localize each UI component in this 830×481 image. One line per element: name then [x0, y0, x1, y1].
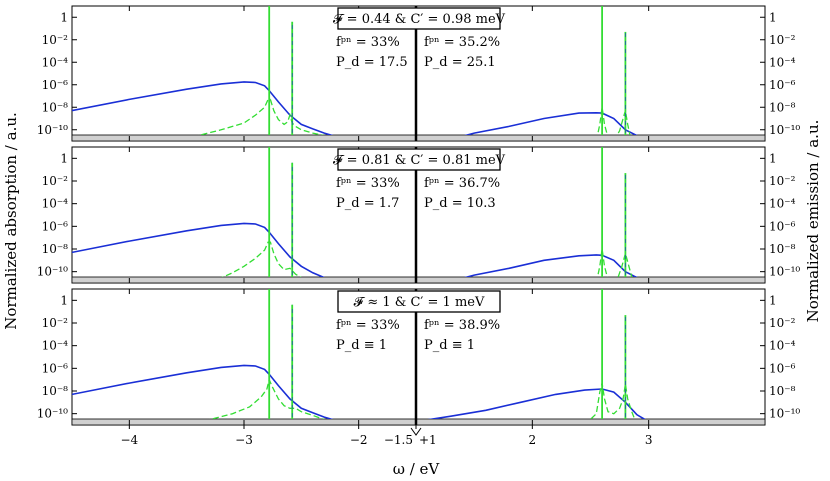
y-tick-label-left: 1	[60, 10, 68, 24]
y-tick-label-left: 10⁻¹⁰	[37, 265, 68, 279]
y-tick-label-right: 10⁻²	[769, 174, 796, 188]
title-frame	[337, 148, 501, 171]
x-tick-label: −2	[350, 433, 368, 447]
panel-3: 1 1 10⁻² 10⁻² 10⁻⁴ 10⁻⁴ 10⁻⁶ 10⁻⁶ 10⁻⁸ 10⁻⁸ 10⁻¹⁰ 1…	[37, 288, 800, 426]
y-tick-label-right: 10⁻⁸	[769, 384, 796, 398]
y-tick-label-right: 10⁻⁴	[769, 339, 796, 353]
y-tick-label-right: 10⁻¹⁰	[769, 407, 800, 421]
panel-title: 𝓕 = 0.44 & C′ = 0.98 meV	[333, 12, 506, 27]
series-emission-dashed	[589, 382, 636, 419]
x-axis-label: ω / eV	[393, 460, 441, 478]
emission-pd: P_d = 10.3	[424, 196, 496, 211]
y-tick-label-left: 10⁻⁴	[42, 55, 69, 69]
x-tick-label: 3	[645, 433, 653, 447]
absorption-fpn: fᵖⁿ = 33%	[336, 176, 400, 191]
axis-break-marker	[410, 427, 422, 436]
y-tick-label-left: 10⁻²	[42, 33, 69, 47]
y-tick-label-right: 10⁻¹⁰	[769, 265, 800, 279]
x-tick-label: −4	[120, 433, 138, 447]
panels: 1 1 10⁻² 10⁻² 10⁻⁴ 10⁻⁴ 10⁻⁶ 10⁻⁶ 10⁻⁸ 10⁻⁸ 10⁻¹⁰ 1…	[37, 5, 800, 426]
emission-fpn: fᵖⁿ = 36.7%	[424, 176, 500, 191]
y-tick-label-left: 10⁻⁶	[42, 219, 69, 233]
plot-area	[72, 6, 638, 135]
absorption-fpn: fᵖⁿ = 33%	[336, 318, 400, 333]
y-tick-label-left: 10⁻⁴	[42, 197, 69, 211]
baseline-band	[71, 418, 766, 426]
y-tick-label-right: 10⁻²	[769, 316, 796, 330]
y-tick-label-left: 10⁻¹⁰	[37, 407, 68, 421]
absorption-fpn: fᵖⁿ = 33%	[336, 35, 400, 50]
absorption-pd: P_d = 17.5	[336, 55, 408, 70]
series-emission-dashed	[596, 248, 633, 277]
emission-fpn: fᵖⁿ = 35.2%	[424, 35, 500, 50]
x-axis: −4 −3 −2 −1.5 +1 2 3	[120, 425, 652, 447]
y-tick-label-right: 10⁻⁴	[769, 197, 796, 211]
y-tick-label-right: 10⁻⁸	[769, 100, 796, 114]
y-tick-label-left: 10⁻²	[42, 174, 69, 188]
baseline-band	[71, 134, 766, 142]
y-axis-label-left: Normalized absorption / a.u.	[2, 112, 20, 330]
y-tick-label-right: 10⁻⁶	[769, 219, 796, 233]
y-tick-label-left: 10⁻⁸	[42, 242, 69, 256]
y-tick-label-right: 10⁻⁶	[769, 78, 796, 92]
x-tick-label: −1.5	[384, 433, 413, 447]
y-tick-label-left: 10⁻¹⁰	[37, 123, 68, 137]
panel-title: 𝓕 ≈ 1 & C′ = 1 meV	[354, 295, 485, 310]
y-tick-label-right: 10⁻²	[769, 33, 796, 47]
panel-title-box: 𝓕 ≈ 1 & C′ = 1 meV	[337, 290, 501, 313]
baseline-band	[71, 276, 766, 284]
series-absorption-dashed	[197, 98, 325, 135]
panel-2: 1 1 10⁻² 10⁻² 10⁻⁴ 10⁻⁴ 10⁻⁶ 10⁻⁶ 10⁻⁸ 10⁻⁸ 10⁻¹⁰ 1…	[37, 146, 800, 284]
y-tick-label-right: 10⁻¹⁰	[769, 123, 800, 137]
x-tick-label: 2	[529, 433, 537, 447]
plot-area	[72, 147, 638, 277]
panel-1: 1 1 10⁻² 10⁻² 10⁻⁴ 10⁻⁴ 10⁻⁶ 10⁻⁶ 10⁻⁸ 10⁻⁸ 10⁻¹⁰ 1…	[37, 5, 800, 142]
title-frame	[337, 290, 501, 313]
series-emission-solid	[464, 254, 638, 277]
y-tick-label-right: 1	[769, 151, 777, 165]
emission-pd: P_d ≡ 1	[424, 338, 475, 353]
y-tick-label-right: 10⁻⁸	[769, 242, 796, 256]
y-tick-label-right: 1	[769, 10, 777, 24]
y-tick-label-left: 10⁻⁶	[42, 361, 69, 375]
panel-title-box: 𝓕 = 0.81 & C′ = 0.81 meV	[333, 148, 506, 171]
y-tick-label-left: 10⁻⁴	[42, 339, 69, 353]
y-tick-label-left: 10⁻⁸	[42, 100, 69, 114]
series-emission-solid	[427, 388, 646, 419]
plot-area	[72, 289, 646, 419]
y-tick-label-left: 10⁻⁶	[42, 78, 69, 92]
y-tick-label-right: 1	[769, 293, 777, 307]
absorption-pd: P_d = 1.7	[336, 196, 399, 211]
series-absorption-solid	[72, 364, 334, 419]
panel-title: 𝓕 = 0.81 & C′ = 0.81 meV	[333, 153, 506, 168]
y-tick-label-right: 10⁻⁴	[769, 55, 796, 69]
series-absorption-solid	[72, 81, 334, 135]
y-tick-label-left: 10⁻²	[42, 316, 69, 330]
emission-fpn: fᵖⁿ = 38.9%	[424, 318, 500, 333]
y-tick-label-left: 1	[60, 151, 68, 165]
x-tick-label: +1	[419, 433, 437, 447]
panel-title-box: 𝓕 = 0.44 & C′ = 0.98 meV	[333, 7, 506, 30]
title-frame	[337, 7, 501, 30]
y-axis-label-right: Normalized emission / a.u.	[804, 120, 822, 323]
absorption-pd: P_d ≡ 1	[336, 338, 387, 353]
y-tick-label-left: 10⁻⁸	[42, 384, 69, 398]
y-tick-label-right: 10⁻⁶	[769, 361, 796, 375]
x-tick-label: −3	[235, 433, 253, 447]
y-tick-label-left: 1	[60, 293, 68, 307]
emission-pd: P_d = 25.1	[424, 55, 496, 70]
